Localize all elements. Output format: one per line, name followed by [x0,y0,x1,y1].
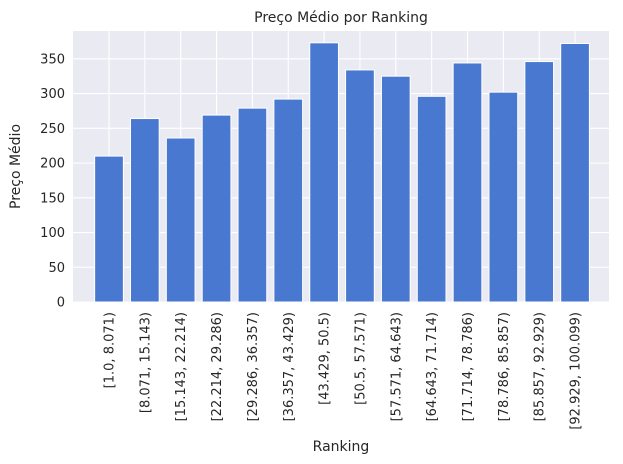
chart-title: Preço Médio por Ranking [254,10,428,26]
x-tick-label: [92.929, 100.099) [569,312,584,430]
x-tick-label: [78.786, 85.857) [497,312,512,421]
y-tick-label: 300 [40,87,65,102]
x-tick-label: [64.643, 71.714) [425,312,440,421]
x-tick-label: [71.714, 78.786) [461,312,476,421]
y-axis-label: Preço Médio [8,124,24,209]
bars [94,42,590,303]
bar [524,61,555,303]
x-tick-label: [22.214, 29.286) [210,312,225,421]
bar [273,98,304,303]
y-tick-label: 350 [40,52,65,67]
x-tick-label: [36.357, 43.429) [282,312,297,421]
bar [309,42,339,303]
bar [488,91,519,303]
bar [237,107,268,303]
bar [130,118,160,303]
y-tick-label: 100 [40,226,65,241]
x-tick-label: [8.071, 15.143) [138,312,153,413]
x-tick-label: [57.571, 64.643) [389,312,404,421]
x-axis-label: Ranking [313,439,370,455]
bar [560,43,590,303]
bar [201,114,232,303]
bar [416,95,447,303]
bar [380,75,411,303]
x-axis-ticks: [1.0, 8.071) [8.071, 15.143) [15.143, 22.2… [103,312,584,430]
bar [452,62,483,303]
y-tick-label: 150 [40,191,65,206]
bar [94,155,124,303]
plot-area [73,31,609,302]
x-tick-label: [1.0, 8.071) [103,312,118,388]
x-tick-label: [43.429, 50.5) [318,312,333,405]
x-tick-label: [50.5, 57.571) [353,312,368,405]
bar [165,137,196,303]
bar [345,69,375,303]
y-tick-label: 250 [40,122,65,137]
x-tick-label: [15.143, 22.214) [174,312,189,421]
y-tick-label: 200 [40,157,65,172]
y-tick-label: 0 [57,296,65,311]
x-tick-label: [29.286, 36.357) [246,312,261,421]
x-tick-label: [85.857, 92.929) [533,312,548,421]
y-tick-label: 50 [48,261,65,276]
y-axis-ticks: 0 50 100 150 200 250 300 350 [40,52,65,310]
